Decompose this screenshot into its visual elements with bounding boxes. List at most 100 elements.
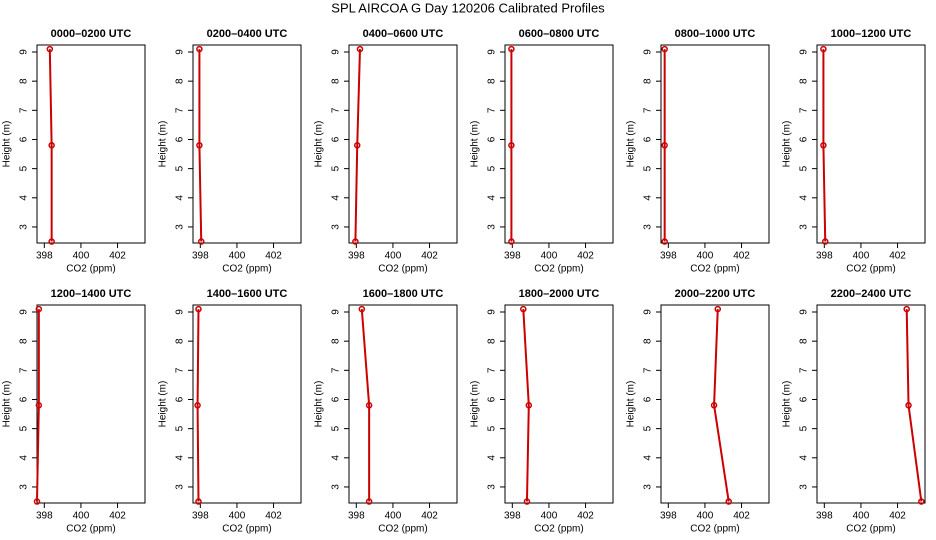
y-tick-label: 4 xyxy=(175,455,186,461)
y-tick-label: 4 xyxy=(487,195,498,201)
panel-title: 0600–0800 UTC xyxy=(519,28,600,40)
y-tick-label: 9 xyxy=(643,49,654,55)
x-tick-label: 400 xyxy=(853,251,870,262)
profile-point xyxy=(710,402,718,409)
panel-title: 2000–2200 UTC xyxy=(675,288,756,300)
profile-line xyxy=(713,309,730,502)
x-tick-label: 400 xyxy=(385,251,402,262)
y-tick-label: 5 xyxy=(643,425,654,431)
y-axis-label: Height (m) xyxy=(314,121,325,168)
y-tick-label: 6 xyxy=(19,396,30,402)
x-axis-label: CO2 (ppm) xyxy=(378,264,427,275)
x-tick-label: 398 xyxy=(192,511,209,522)
y-tick-label: 7 xyxy=(643,107,654,113)
x-tick-label: 400 xyxy=(229,251,246,262)
y-axis-label: Height (m) xyxy=(782,121,793,168)
y-tick-label: 4 xyxy=(175,195,186,201)
y-tick-label: 6 xyxy=(643,396,654,402)
y-tick-label: 5 xyxy=(487,425,498,431)
y-axis-label: Height (m) xyxy=(2,381,13,428)
panel-title: 0000–0200 UTC xyxy=(51,28,132,40)
y-tick-label: 9 xyxy=(175,49,186,55)
x-tick-label: 400 xyxy=(541,251,558,262)
y-tick-label: 3 xyxy=(19,484,30,490)
y-tick-label: 5 xyxy=(331,425,342,431)
y-tick-label: 3 xyxy=(487,224,498,230)
y-axis-label: Height (m) xyxy=(626,121,637,168)
profile-point xyxy=(46,45,54,53)
y-tick-label: 5 xyxy=(175,425,186,431)
profile-point xyxy=(903,305,910,313)
x-tick-label: 400 xyxy=(73,511,90,522)
y-tick-label: 5 xyxy=(487,165,498,171)
plot-frame xyxy=(816,44,926,244)
y-tick-label: 4 xyxy=(643,455,654,461)
y-tick-label: 7 xyxy=(19,367,30,373)
x-axis-label: CO2 (ppm) xyxy=(378,524,427,535)
y-tick-label: 9 xyxy=(19,49,30,55)
x-axis-label: CO2 (ppm) xyxy=(846,524,895,535)
profile-line xyxy=(48,49,53,242)
y-tick-label: 4 xyxy=(643,195,654,201)
y-tick-label: 3 xyxy=(175,484,186,490)
y-tick-label: 5 xyxy=(799,165,810,171)
x-tick-label: 402 xyxy=(421,511,438,522)
profile-point xyxy=(820,142,827,149)
y-tick-label: 9 xyxy=(799,49,810,55)
y-tick-label: 6 xyxy=(175,136,186,142)
profile-point xyxy=(725,498,732,505)
y-tick-label: 7 xyxy=(19,107,30,113)
panel-title: 0800–1000 UTC xyxy=(675,28,756,40)
profile-line xyxy=(36,309,40,502)
profile-point xyxy=(508,45,515,53)
y-axis-label: Height (m) xyxy=(314,381,325,428)
x-tick-label: 400 xyxy=(541,511,558,522)
profile-line xyxy=(905,309,923,502)
y-tick-label: 6 xyxy=(487,396,498,402)
x-tick-label: 398 xyxy=(36,511,53,522)
y-tick-label: 7 xyxy=(799,107,810,113)
y-tick-label: 3 xyxy=(175,224,186,230)
plot-frame xyxy=(660,304,770,504)
x-axis-label: CO2 (ppm) xyxy=(846,264,895,275)
y-tick-label: 9 xyxy=(175,309,186,315)
plot-frame xyxy=(348,304,458,504)
panel-title: 1800–2000 UTC xyxy=(519,288,600,300)
x-tick-label: 400 xyxy=(385,511,402,522)
x-tick-label: 400 xyxy=(697,511,714,522)
y-tick-label: 8 xyxy=(643,78,654,84)
profile-point xyxy=(918,498,925,505)
y-tick-label: 6 xyxy=(643,136,654,142)
profile-point xyxy=(358,305,366,313)
profile-line xyxy=(198,49,203,242)
profile-point xyxy=(48,142,55,149)
y-tick-label: 5 xyxy=(799,425,810,431)
profile-point xyxy=(661,142,668,149)
profile-point xyxy=(35,402,43,409)
y-tick-label: 7 xyxy=(799,367,810,373)
profile-line xyxy=(360,309,371,502)
y-tick-label: 6 xyxy=(19,136,30,142)
y-tick-label: 9 xyxy=(487,309,498,315)
y-tick-label: 8 xyxy=(487,338,498,344)
x-tick-label: 402 xyxy=(733,511,750,522)
y-tick-label: 9 xyxy=(331,49,342,55)
x-tick-label: 400 xyxy=(853,511,870,522)
y-tick-label: 5 xyxy=(19,165,30,171)
y-tick-label: 6 xyxy=(331,396,342,402)
x-tick-label: 398 xyxy=(660,511,677,522)
y-axis-label: Height (m) xyxy=(158,381,169,428)
plot-frame xyxy=(192,44,302,244)
x-axis-label: CO2 (ppm) xyxy=(66,524,115,535)
panel-title: 0400–0600 UTC xyxy=(363,28,444,40)
y-tick-label: 8 xyxy=(175,338,186,344)
x-axis-label: CO2 (ppm) xyxy=(66,264,115,275)
plot-frame xyxy=(504,304,614,504)
y-tick-label: 9 xyxy=(643,309,654,315)
y-tick-label: 9 xyxy=(19,309,30,315)
y-axis-label: Height (m) xyxy=(782,381,793,428)
y-tick-label: 4 xyxy=(487,455,498,461)
y-tick-label: 3 xyxy=(643,484,654,490)
profile-line xyxy=(196,309,200,502)
